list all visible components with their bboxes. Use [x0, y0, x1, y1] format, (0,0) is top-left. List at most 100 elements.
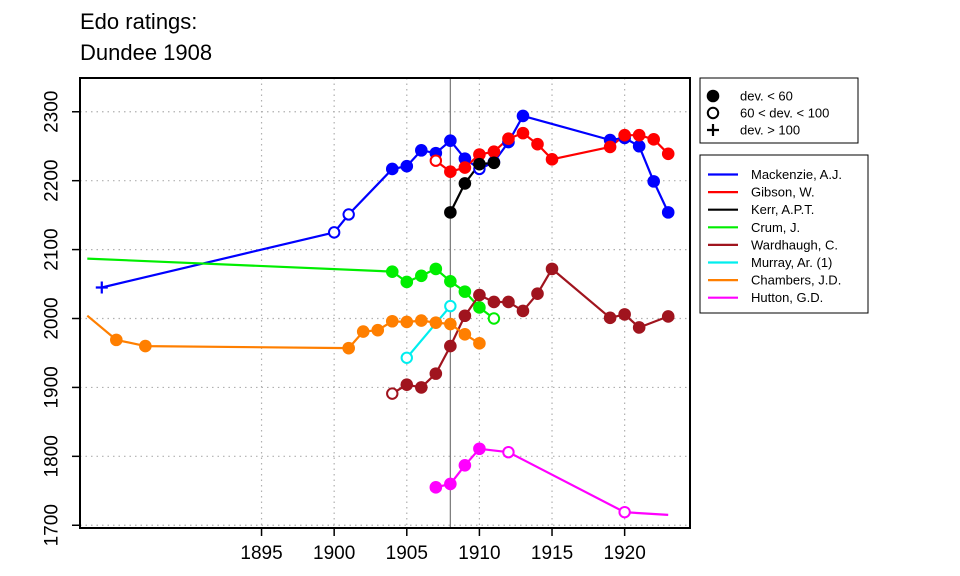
data-point-wardhaugh-c	[632, 321, 646, 334]
data-point-gibson-w	[502, 132, 515, 145]
data-point-hutton-g-d	[618, 505, 631, 519]
data-point-mackenzie-a-j	[632, 139, 646, 153]
marker-legend: dev. < 60 60 < dev. < 100 dev. > 100	[699, 77, 859, 144]
data-point-gibson-w	[618, 128, 631, 142]
series-legend: Mackenzie, A.J. Gibson, W. Kerr, A.P.T. Cru…	[699, 154, 869, 314]
data-point-mackenzie-a-j	[415, 144, 428, 157]
data-point-wardhaugh-c	[458, 309, 472, 323]
x-tick-label: 1920	[604, 543, 646, 564]
series-legend-label: Kerr, A.P.T.	[751, 202, 814, 217]
data-point-wardhaugh-c	[386, 387, 399, 400]
series-legend-label: Mackenzie, A.J.	[751, 167, 842, 182]
data-point-mackenzie-a-j	[444, 134, 457, 148]
series-legend-box	[699, 154, 869, 314]
series-line-wardhaugh-c	[391, 267, 669, 395]
marker-legend-label: dev. > 100	[740, 123, 800, 138]
marker-legend-symbol	[706, 89, 720, 103]
data-point-crum-j	[487, 312, 501, 325]
data-point-mackenzie-a-j	[327, 226, 341, 239]
data-point-gibson-w	[647, 133, 660, 146]
data-point-chambers-j-d	[429, 316, 443, 329]
data-point-chambers-j-d	[400, 315, 414, 329]
data-point-chambers-j-d	[110, 333, 123, 347]
data-point-mackenzie-a-j	[95, 281, 108, 294]
marker-legend-symbol	[707, 124, 719, 136]
marker-legend-box	[699, 77, 859, 144]
data-point-crum-j	[429, 262, 443, 276]
y-axis: 1700 1800 1900 2000 2100 2200 2300	[42, 91, 80, 546]
data-point-crum-j	[400, 275, 414, 289]
y-tick-label: 1700	[42, 504, 63, 546]
data-point-chambers-j-d	[458, 328, 472, 341]
data-point-murray-ar-1	[444, 299, 457, 313]
y-tick-label: 2100	[42, 228, 63, 270]
series-legend-label: Gibson, W.	[751, 185, 815, 200]
data-point-gibson-w	[429, 154, 443, 167]
x-tick-label: 1900	[313, 543, 355, 564]
series-legend-label: Wardhaugh, C.	[751, 237, 838, 252]
series-legend-label: Crum, J.	[751, 220, 800, 235]
data-point-mackenzie-a-j	[342, 208, 355, 221]
chart-title-line-1: Edo ratings:	[80, 9, 197, 34]
data-point-chambers-j-d	[371, 323, 385, 337]
data-point-chambers-j-d	[139, 339, 152, 353]
data-point-wardhaugh-c	[531, 287, 544, 300]
data-point-gibson-w	[487, 145, 501, 159]
data-point-chambers-j-d	[473, 337, 486, 350]
data-point-gibson-w	[458, 161, 472, 174]
data-point-mackenzie-a-j	[385, 162, 399, 176]
data-point-wardhaugh-c	[545, 262, 559, 276]
data-point-mackenzie-a-j	[661, 206, 675, 219]
y-tick-label: 1800	[42, 435, 63, 477]
data-point-gibson-w	[531, 137, 544, 151]
chart-title-line-2: Dundee 1908	[80, 40, 212, 65]
data-point-wardhaugh-c	[603, 311, 617, 325]
series-line-murray-ar-1	[405, 305, 452, 359]
data-point-hutton-g-d	[429, 481, 443, 494]
data-point-wardhaugh-c	[661, 310, 675, 323]
x-tick-label: 1895	[240, 543, 282, 564]
data-point-chambers-j-d	[415, 314, 428, 327]
data-point-chambers-j-d	[342, 341, 355, 355]
y-tick-label: 2000	[42, 297, 63, 339]
grid	[80, 78, 690, 528]
data-point-wardhaugh-c	[487, 295, 501, 309]
marker-legend-label: dev. < 60	[740, 89, 793, 104]
data-point-wardhaugh-c	[473, 288, 486, 302]
data-point-chambers-j-d	[356, 325, 370, 338]
data-point-wardhaugh-c	[415, 381, 428, 394]
data-point-chambers-j-d	[385, 314, 399, 328]
data-point-crum-j	[415, 269, 428, 283]
data-point-crum-j	[444, 274, 457, 288]
y-tick-label: 1900	[42, 366, 63, 408]
data-point-wardhaugh-c	[618, 308, 631, 321]
data-point-gibson-w	[516, 126, 530, 140]
data-point-hutton-g-d	[458, 458, 472, 472]
series-legend-label: Hutton, G.D.	[751, 290, 823, 305]
data-point-crum-j	[385, 265, 399, 278]
data-point-kerr-a-p-t	[487, 156, 501, 170]
data-point-hutton-g-d	[444, 477, 457, 491]
x-tick-label: 1910	[458, 543, 500, 564]
data-point-wardhaugh-c	[444, 339, 457, 353]
data-point-wardhaugh-c	[429, 367, 443, 380]
marker-legend-label: 60 < dev. < 100	[740, 106, 829, 121]
series-line-kerr-a-p-t	[449, 161, 494, 213]
series-points	[95, 109, 675, 519]
data-point-kerr-a-p-t	[473, 157, 486, 171]
marker-legend-symbol	[706, 106, 720, 120]
data-point-hutton-g-d	[473, 442, 486, 456]
data-point-mackenzie-a-j	[647, 175, 660, 188]
y-tick-label: 2300	[42, 91, 63, 133]
plot-frame	[79, 77, 691, 529]
data-point-mackenzie-a-j	[516, 109, 530, 123]
data-point-chambers-j-d	[444, 317, 457, 331]
data-point-hutton-g-d	[502, 445, 515, 459]
data-point-wardhaugh-c	[516, 304, 530, 318]
data-point-mackenzie-a-j	[400, 159, 414, 173]
data-point-gibson-w	[444, 165, 457, 179]
x-tick-label: 1905	[386, 543, 428, 564]
x-axis: 1895 1900 1905 1910 1915 1920	[240, 528, 646, 564]
data-point-wardhaugh-c	[400, 378, 414, 391]
